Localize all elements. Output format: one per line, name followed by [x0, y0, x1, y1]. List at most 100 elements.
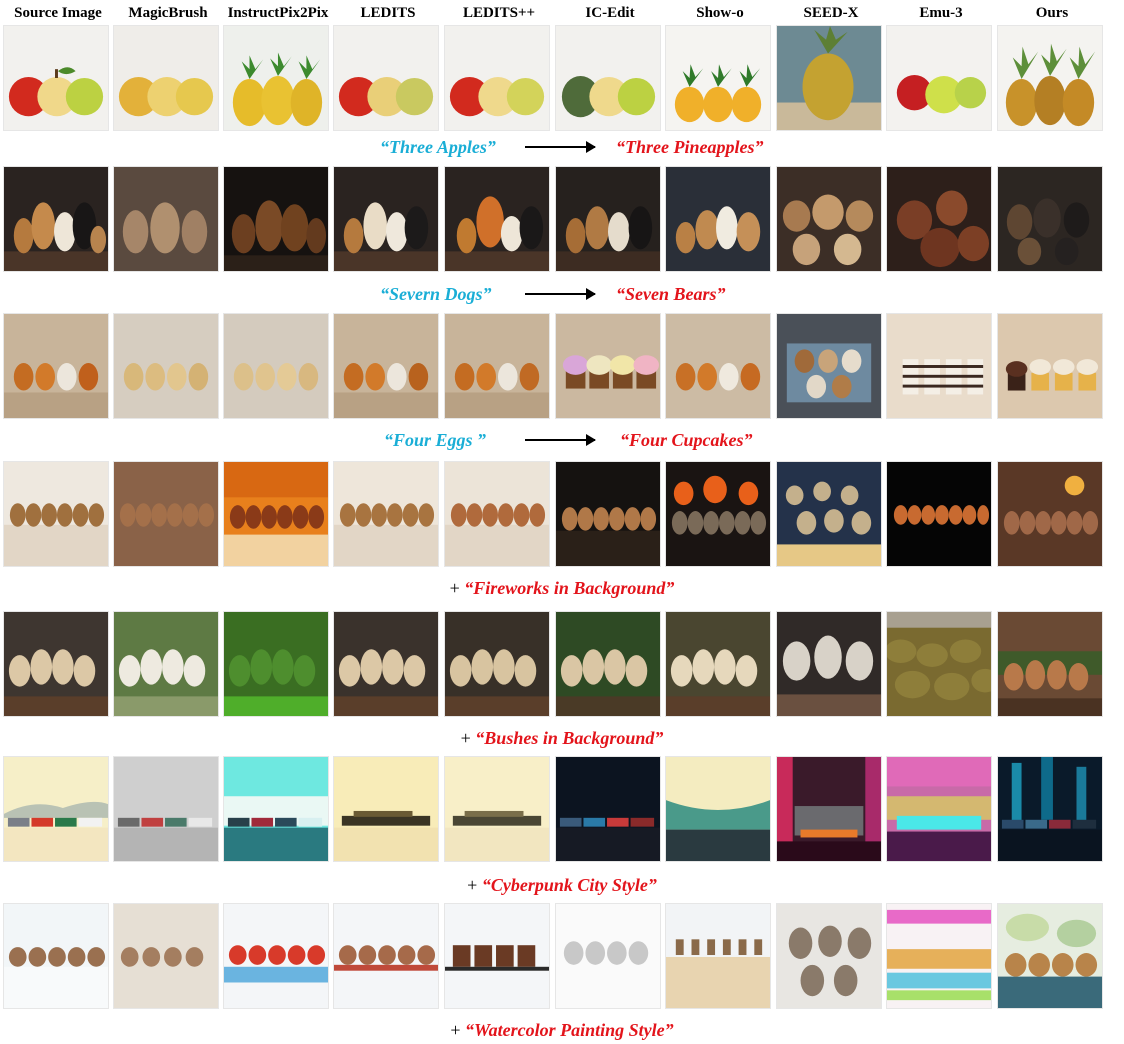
- caption-row-1: “Three Apples” “Three Pineapples”: [0, 135, 1124, 159]
- image-ledits-plus: [444, 756, 550, 862]
- image-ours: [997, 25, 1103, 131]
- image-ic-edit: [555, 756, 661, 862]
- image-seed-x: [776, 903, 882, 1009]
- image-ledits-plus: [444, 903, 550, 1009]
- caption-row-3: “Four Eggs ” “Four Cupcakes”: [0, 428, 1124, 452]
- image-ic-edit: [555, 166, 661, 272]
- image-show-o: [665, 611, 771, 717]
- image-ledits: [333, 166, 439, 272]
- image-show-o: [665, 461, 771, 567]
- image-emu-3: [886, 903, 992, 1009]
- caption-target-text: “Watercolor Painting Style”: [464, 1020, 674, 1040]
- image-source: [3, 756, 109, 862]
- image-show-o: [665, 313, 771, 419]
- image-ours: [997, 903, 1103, 1009]
- image-emu-3: [886, 313, 992, 419]
- image-row-cars-cyberpunk: [0, 756, 1124, 864]
- image-magicbrush: [113, 166, 219, 272]
- caption-target-text: “Three Pineapples”: [616, 137, 764, 157]
- column-title-ic-edit: IC-Edit: [585, 5, 635, 21]
- column-title-instructpix2pix: InstructPix2Pix: [227, 5, 329, 21]
- image-source: [3, 611, 109, 717]
- image-row-hamsters-watercolor: [0, 903, 1124, 1011]
- image-magicbrush: [113, 756, 219, 862]
- caption-target-text: “Seven Bears”: [616, 284, 726, 304]
- image-ledits-plus: [444, 25, 550, 131]
- image-show-o: [665, 25, 771, 131]
- plus-sign: +: [460, 728, 471, 748]
- image-ledits: [333, 313, 439, 419]
- image-ledits: [333, 25, 439, 131]
- image-emu-3: [886, 611, 992, 717]
- image-source: [3, 313, 109, 419]
- caption-target-text: “Fireworks in Background”: [464, 578, 675, 598]
- image-row-apples: [0, 25, 1124, 133]
- caption-row-4: + “Fireworks in Background”: [0, 576, 1124, 600]
- image-instructpix2pix: [223, 166, 329, 272]
- image-magicbrush: [113, 461, 219, 567]
- image-magicbrush: [113, 313, 219, 419]
- image-ours: [997, 756, 1103, 862]
- arrow-icon: [525, 434, 596, 446]
- image-source: [3, 461, 109, 567]
- image-ledits-plus: [444, 611, 550, 717]
- image-ledits: [333, 756, 439, 862]
- column-header-row: Source Image MagicBrush InstructPix2Pix …: [0, 0, 1124, 28]
- image-seed-x: [776, 25, 882, 131]
- image-instructpix2pix: [223, 611, 329, 717]
- image-ic-edit: [555, 461, 661, 567]
- column-title-emu-3: Emu-3: [919, 5, 963, 21]
- caption-source-text: “Four Eggs ”: [384, 430, 487, 450]
- plus-sign: +: [467, 875, 478, 895]
- image-instructpix2pix: [223, 25, 329, 131]
- image-magicbrush: [113, 611, 219, 717]
- column-title-ledits: LEDITS: [360, 5, 416, 21]
- arrow-icon: [525, 288, 596, 300]
- image-row-dogs: [0, 166, 1124, 274]
- plus-sign: +: [449, 578, 460, 598]
- image-ledits-plus: [444, 461, 550, 567]
- column-title-ours: Ours: [1035, 5, 1069, 21]
- column-title-source-image: Source Image: [14, 5, 102, 21]
- image-seed-x: [776, 611, 882, 717]
- image-source: [3, 166, 109, 272]
- column-title-ledits-plus: LEDITS++: [462, 5, 536, 21]
- image-instructpix2pix: [223, 903, 329, 1009]
- image-source: [3, 25, 109, 131]
- caption-source-text: “Severn Dogs”: [380, 284, 492, 304]
- image-show-o: [665, 166, 771, 272]
- image-emu-3: [886, 166, 992, 272]
- image-emu-3: [886, 25, 992, 131]
- image-ledits-plus: [444, 166, 550, 272]
- image-emu-3: [886, 461, 992, 567]
- image-show-o: [665, 903, 771, 1009]
- image-show-o: [665, 756, 771, 862]
- column-title-seed-x: SEED-X: [803, 5, 859, 21]
- image-magicbrush: [113, 903, 219, 1009]
- image-instructpix2pix: [223, 461, 329, 567]
- image-instructpix2pix: [223, 756, 329, 862]
- image-ic-edit: [555, 903, 661, 1009]
- caption-source-text: “Three Apples”: [380, 137, 496, 157]
- column-title-magicbrush: MagicBrush: [128, 5, 208, 21]
- image-row-hamsters-fireworks: [0, 461, 1124, 569]
- caption-row-2: “Severn Dogs” “Seven Bears”: [0, 282, 1124, 306]
- caption-target-text: “Four Cupcakes”: [620, 430, 753, 450]
- image-ours: [997, 461, 1103, 567]
- image-seed-x: [776, 461, 882, 567]
- caption-target-text: “Cyberpunk City Style”: [481, 875, 657, 895]
- image-ours: [997, 611, 1103, 717]
- image-ledits: [333, 461, 439, 567]
- caption-row-6: + “Cyberpunk City Style”: [0, 873, 1124, 897]
- image-ours: [997, 313, 1103, 419]
- image-ledits: [333, 903, 439, 1009]
- image-row-sheep-bushes: [0, 611, 1124, 719]
- image-ledits-plus: [444, 313, 550, 419]
- image-ours: [997, 166, 1103, 272]
- image-ic-edit: [555, 313, 661, 419]
- caption-row-5: + “Bushes in Background”: [0, 726, 1124, 750]
- image-ic-edit: [555, 25, 661, 131]
- image-instructpix2pix: [223, 313, 329, 419]
- image-ledits: [333, 611, 439, 717]
- image-ic-edit: [555, 611, 661, 717]
